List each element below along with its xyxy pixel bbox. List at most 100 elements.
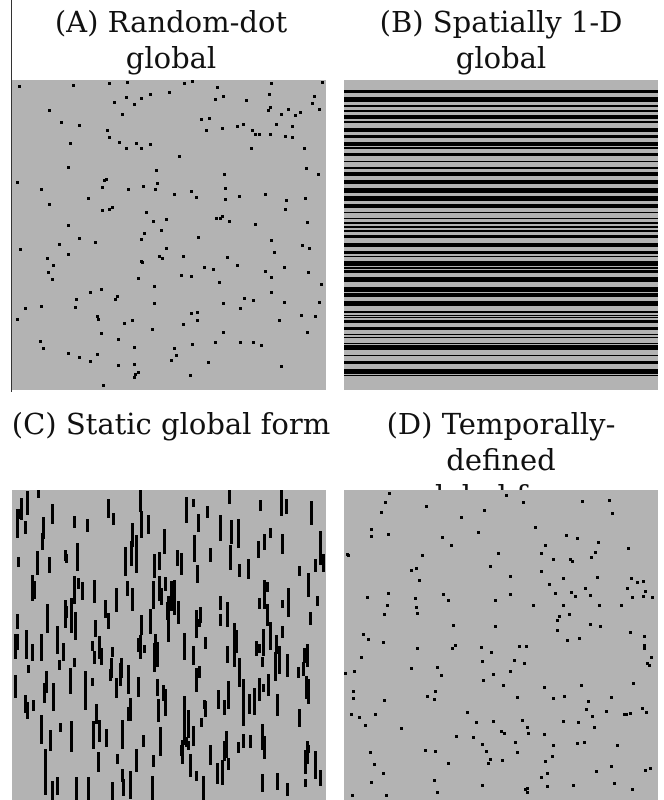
stimulus-dot: [200, 118, 203, 121]
stimulus-dot: [313, 95, 316, 98]
stimulus-dot: [434, 750, 437, 753]
stimulus-dot: [546, 772, 549, 775]
stimulus-dot: [300, 314, 303, 317]
stimulus-dot: [207, 361, 210, 364]
stimulus-dot: [497, 552, 500, 555]
stimulus-dash: [227, 758, 230, 770]
stimulus-dot: [18, 85, 21, 88]
stimulus-dot: [544, 544, 547, 547]
stimulus-dash: [160, 588, 163, 605]
stimulus-dot: [374, 713, 377, 716]
stimulus-dash: [81, 582, 84, 600]
stimulus-dash: [135, 562, 138, 573]
stimulus-dot: [436, 791, 439, 794]
stimulus-dash: [75, 777, 78, 793]
stimulus-dash: [242, 679, 245, 691]
stimulus-dash: [235, 630, 238, 653]
stimulus-dot: [106, 129, 109, 132]
panel-c-title-text: (C) Static global form: [11, 407, 331, 441]
stimulus-dot: [270, 239, 273, 242]
stimulus-dash: [157, 699, 160, 722]
stimulus-dash: [92, 721, 95, 749]
stimulus-dash: [163, 529, 166, 554]
stimulus-dash: [249, 735, 252, 748]
stimulus-dot: [516, 751, 519, 754]
stimulus-dash: [187, 741, 190, 750]
stimulus-dash: [26, 491, 29, 515]
stimulus-dot: [190, 190, 193, 193]
stimulus-dash: [143, 645, 146, 653]
stimulus-dot: [226, 256, 229, 259]
stimulus-dot: [224, 187, 227, 190]
stimulus-dot: [170, 359, 173, 362]
stimulus-dot: [117, 364, 120, 367]
stimulus-line: [344, 315, 658, 316]
stimulus-dash: [24, 695, 27, 713]
stimulus-dot: [358, 716, 361, 719]
stimulus-dot: [16, 181, 19, 184]
stimulus-line: [344, 180, 658, 184]
stimulus-dash: [36, 551, 39, 575]
stimulus-dot: [67, 166, 70, 169]
stimulus-dot: [572, 784, 575, 787]
stimulus-dot: [137, 371, 140, 374]
stimulus-line: [344, 226, 658, 228]
stimulus-dot: [46, 257, 49, 260]
stimulus-dot: [526, 791, 529, 794]
stimulus-dot: [642, 595, 645, 598]
stimulus-dot: [285, 199, 288, 202]
stimulus-dot: [460, 516, 463, 519]
stimulus-dot: [191, 343, 194, 346]
stimulus-dot: [74, 306, 77, 309]
stimulus-dash: [192, 726, 195, 746]
stimulus-dot: [641, 707, 644, 710]
stimulus-dot: [133, 346, 136, 349]
stimulus-dot: [307, 271, 310, 274]
stimulus-dash: [27, 665, 30, 673]
random-dot-form-svg: [344, 492, 654, 797]
stimulus-dash: [281, 626, 284, 638]
stimulus-dot: [278, 319, 281, 322]
stimulus-dot: [509, 670, 512, 673]
stimulus-dot: [113, 101, 116, 104]
stimulus-dash: [209, 745, 212, 765]
stimulus-dot: [643, 644, 646, 647]
stimulus-dot: [196, 311, 199, 314]
stimulus-dot: [649, 767, 652, 770]
stimulus-dash: [219, 614, 222, 626]
stimulus-dot: [16, 318, 19, 321]
stimulus-dot: [525, 645, 528, 648]
stimulus-dot: [72, 84, 75, 87]
stimulus-dot: [643, 635, 646, 638]
stimulus-dot: [540, 552, 543, 555]
stimulus-dot: [131, 319, 134, 322]
stimulus-dot: [562, 604, 565, 607]
stimulus-dot: [236, 125, 239, 128]
stimulus-dot: [352, 697, 355, 700]
stimulus-dot: [646, 662, 649, 665]
stimulus-dot: [19, 248, 22, 251]
stimulus-dot: [608, 499, 611, 502]
stimulus-dot: [175, 354, 178, 357]
stimulus-dot: [562, 720, 565, 723]
stimulus-dot: [650, 656, 653, 659]
stimulus-dot: [642, 580, 645, 583]
stimulus-dash: [263, 580, 266, 609]
stimulus-dash: [16, 614, 19, 629]
stimulus-dot: [485, 750, 488, 753]
stimulus-line: [344, 301, 658, 306]
stimulus-dot: [594, 551, 597, 554]
stimulus-dash: [319, 546, 322, 565]
stimulus-dash: [91, 678, 94, 686]
stimulus-dot: [472, 736, 475, 739]
stimulus-dash: [305, 676, 308, 699]
stimulus-dot: [543, 686, 546, 689]
stimulus-dot: [370, 781, 373, 784]
stimulus-dash: [319, 531, 322, 552]
stimulus-dot: [581, 500, 584, 503]
stimulus-line: [344, 196, 658, 201]
stimulus-dot: [433, 698, 436, 701]
stimulus-dot: [589, 623, 592, 626]
stimulus-dot: [353, 670, 356, 673]
stimulus-dash: [104, 604, 107, 618]
